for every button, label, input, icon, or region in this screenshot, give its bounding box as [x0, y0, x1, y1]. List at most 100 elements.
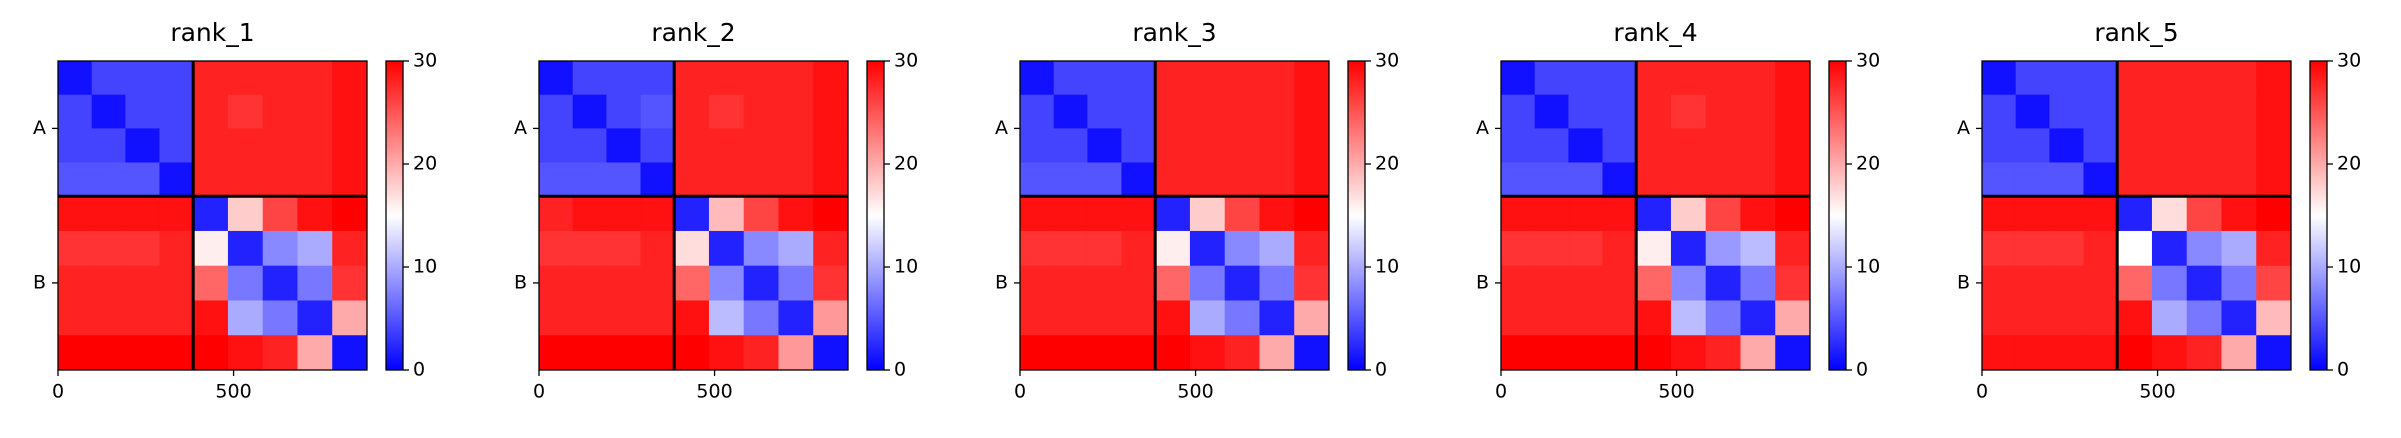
heatmap-cell: [1705, 300, 1741, 336]
colorbar-tick-label: 10: [1375, 256, 1399, 278]
heatmap-cell: [1121, 94, 1156, 129]
heatmap-cell: [1636, 335, 1672, 371]
colorbar-tick-label: 20: [894, 153, 918, 175]
heatmap-cell: [572, 162, 607, 197]
colorbar-tick-label: 0: [894, 359, 906, 381]
heatmap-cell: [640, 230, 675, 267]
heatmap-cell: [2256, 61, 2292, 96]
heatmap-cell: [606, 61, 641, 96]
x-tick-label: 500: [696, 381, 732, 403]
heatmap-cell: [2015, 128, 2050, 163]
x-tick-label: 0: [52, 381, 64, 403]
y-tick-label: B: [995, 271, 1008, 293]
heatmap-cell: [159, 128, 194, 163]
colorbar-tick-label: 20: [2337, 153, 2361, 175]
heatmap-cell: [606, 162, 641, 197]
heatmap-cell: [640, 61, 675, 96]
heatmap-cell: [1259, 128, 1295, 163]
heatmap-cell: [778, 162, 814, 197]
heatmap-cell: [1259, 230, 1295, 267]
heatmap-cell: [297, 61, 333, 96]
heatmap-cell: [2015, 230, 2050, 267]
heatmap-cell: [1501, 300, 1536, 336]
heatmap-cell: [1121, 196, 1156, 232]
heatmap-cell: [1670, 265, 1707, 301]
heatmap-cell: [1740, 162, 1776, 197]
colorbar-tick-label: 0: [1856, 359, 1868, 381]
heatmap-cell: [1568, 265, 1603, 301]
heatmap-cell: [1740, 128, 1776, 163]
heatmap-cell: [1705, 265, 1741, 301]
heatmap-cell: [813, 230, 849, 267]
heatmap-cell: [1670, 300, 1707, 336]
heatmap-cell: [1224, 230, 1260, 267]
heatmap-cell: [1568, 128, 1603, 163]
heatmap-cell: [1155, 128, 1191, 163]
heatmap-cell: [1636, 265, 1672, 301]
plot-frame: [1019, 60, 1330, 371]
heatmap-cell: [1053, 128, 1088, 163]
heatmap-cell: [674, 196, 710, 232]
heatmap-cell: [1534, 162, 1569, 197]
heatmap-cell: [1636, 196, 1672, 232]
heatmap-cell: [708, 230, 745, 267]
heatmap-cell: [2083, 162, 2118, 197]
heatmap-cell: [1775, 162, 1811, 197]
heatmap-cell: [2049, 265, 2084, 301]
heatmap-cell: [1982, 265, 2017, 301]
heatmap-cell: [2221, 265, 2257, 301]
heatmap-cell: [1982, 335, 2017, 371]
heatmap-cell: [1224, 265, 1260, 301]
heatmap-cell: [640, 162, 675, 197]
y-tick-label: B: [1957, 271, 1970, 293]
heatmap-cell: [1705, 230, 1741, 267]
heatmap-cell: [2083, 128, 2118, 163]
heatmap-cell: [1020, 265, 1055, 301]
heatmap-cell: [606, 335, 641, 371]
heatmap-cell: [640, 300, 675, 336]
heatmap-cell: [1775, 61, 1811, 96]
heatmap-cell: [572, 265, 607, 301]
heatmap-cell: [1705, 61, 1741, 96]
heatmap-cell: [159, 94, 194, 129]
heatmap-cell: [1294, 61, 1330, 96]
heatmap-cell: [1982, 128, 2017, 163]
heatmap-cell: [1189, 128, 1226, 163]
heatmap-cell: [1020, 61, 1055, 96]
heatmap-cell: [2049, 162, 2084, 197]
heatmap-cell: [1294, 230, 1330, 267]
heatmap-cell: [1121, 300, 1156, 336]
heatmap-cell: [674, 162, 710, 197]
heatmap-cell: [2151, 94, 2188, 129]
heatmap-cell: [1155, 265, 1191, 301]
heatmap-cell: [193, 61, 229, 96]
heatmap-cell: [1602, 265, 1637, 301]
heatmap-cell: [332, 162, 368, 197]
heatmap-cell: [1189, 230, 1226, 267]
heatmap-cell: [1740, 230, 1776, 267]
heatmap-cell: [1775, 128, 1811, 163]
heatmap-cell: [1602, 300, 1637, 336]
heatmap-cell: [159, 230, 194, 267]
heatmap-cell: [1053, 300, 1088, 336]
heatmap-cell: [125, 61, 160, 96]
heatmap-cell: [58, 265, 93, 301]
heatmap-cell: [1775, 300, 1811, 336]
heatmap-cell: [539, 162, 574, 197]
heatmap-cell: [2015, 196, 2050, 232]
heatmap-cell: [262, 230, 298, 267]
heatmap-cell: [1020, 162, 1055, 197]
heatmap-cell: [262, 335, 298, 371]
heatmap-cell: [1568, 61, 1603, 96]
heatmap-cell: [572, 300, 607, 336]
heatmap-cell: [1155, 162, 1191, 197]
heatmap-cell: [91, 94, 126, 129]
chart-title: rank_5: [2094, 18, 2178, 47]
heatmap-cell: [193, 94, 229, 129]
heatmap-cell: [2015, 265, 2050, 301]
heatmap-cell: [1087, 196, 1122, 232]
heatmap-cell: [227, 94, 264, 129]
heatmap-cell: [572, 335, 607, 371]
heatmap-cell: [606, 265, 641, 301]
heatmap-cell: [2151, 196, 2188, 232]
